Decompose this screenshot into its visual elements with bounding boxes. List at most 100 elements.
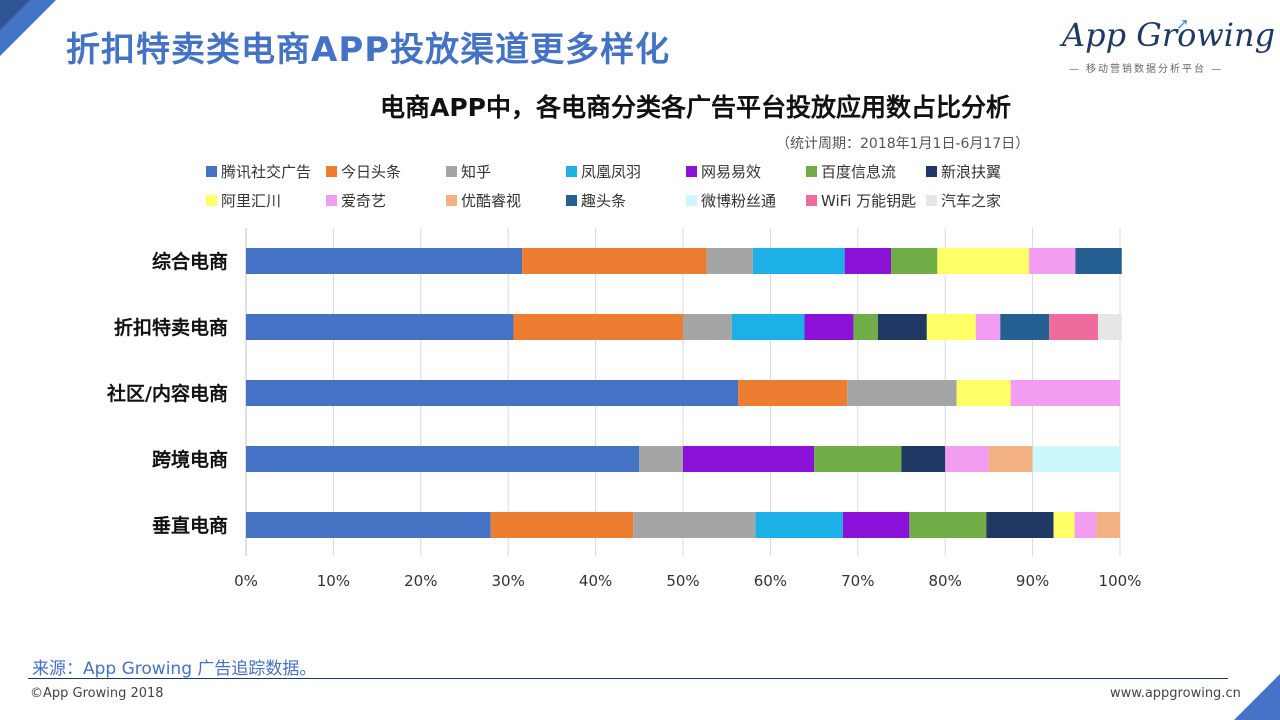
- bar-segment: [246, 314, 514, 340]
- legend-label: 阿里汇川: [221, 191, 282, 210]
- bar-segment: [683, 314, 732, 340]
- bar-segment: [1010, 380, 1120, 406]
- bar-segment: [909, 512, 987, 538]
- legend-label: 爱奇艺: [341, 191, 387, 210]
- logo-arrow-icon: ➚: [1176, 14, 1190, 33]
- legend-label: WiFi 万能钥匙: [821, 191, 917, 210]
- bar-segment: [1053, 512, 1075, 538]
- x-tick-label: 50%: [666, 572, 699, 590]
- bar-segment: [1098, 314, 1122, 340]
- bar-segment: [842, 512, 910, 538]
- corner-decoration-bottom: [1234, 674, 1280, 720]
- legend-swatch: [926, 165, 937, 177]
- legend-item: 阿里汇川: [206, 189, 281, 211]
- bar-segment: [1074, 512, 1097, 538]
- page-title: 折扣特卖类电商APP投放渠道更多样化: [66, 30, 671, 70]
- bar-segment: [1096, 512, 1120, 538]
- legend-swatch: [686, 194, 697, 206]
- x-tick-label: 80%: [929, 572, 962, 590]
- bar-segment: [522, 248, 707, 274]
- x-tick-label: 40%: [579, 572, 612, 590]
- legend-label: 百度信息流: [821, 162, 897, 181]
- bar-segment: [901, 446, 946, 472]
- bar-segment: [1032, 446, 1120, 472]
- bar-segment: [706, 248, 753, 274]
- legend-swatch: [566, 165, 577, 177]
- legend-swatch: [326, 194, 337, 206]
- bar-segment: [853, 314, 878, 340]
- x-tick-label: 10%: [317, 572, 350, 590]
- website-url: www.appgrowing.cn: [1110, 686, 1241, 701]
- bar-segment: [1029, 248, 1076, 274]
- bar-segment: [975, 314, 1001, 340]
- bar-segment: [956, 380, 1011, 406]
- bar-segment: [988, 446, 1033, 472]
- logo-main-text: App Growing: [1062, 16, 1276, 54]
- bar-segment: [986, 512, 1054, 538]
- bar-segment: [752, 248, 845, 274]
- legend-swatch: [806, 165, 817, 177]
- corner-decoration-inner: [0, 0, 30, 30]
- bar-segment: [639, 446, 683, 472]
- x-tick-label: 60%: [754, 572, 787, 590]
- bar-segment: [633, 512, 756, 538]
- legend-label: 腾讯社交广告: [221, 162, 312, 181]
- legend-swatch: [206, 194, 217, 206]
- bar-segment: [891, 248, 938, 274]
- legend-swatch: [806, 194, 817, 206]
- legend-swatch: [686, 165, 697, 177]
- bar-segment: [683, 446, 815, 472]
- legend-item: 汽车之家: [926, 189, 1001, 211]
- legend-item: 新浪扶翼: [926, 160, 1001, 182]
- legend-item: 凤凰凤羽: [566, 160, 641, 182]
- legend-swatch: [926, 194, 937, 206]
- legend-label: 汽车之家: [941, 191, 1002, 210]
- legend-item: 微博粉丝通: [686, 189, 776, 211]
- bar-segment: [246, 248, 523, 274]
- category-label: 综合电商: [152, 250, 228, 273]
- x-tick-label: 0%: [234, 572, 258, 590]
- category-label: 跨境电商: [152, 448, 228, 471]
- source-note: 来源：App Growing 广告追踪数据。: [32, 659, 317, 679]
- bar-segment: [513, 314, 683, 340]
- legend-item: WiFi 万能钥匙: [806, 189, 916, 211]
- bar-segment: [926, 314, 976, 340]
- legend-item: 趣头条: [566, 189, 626, 211]
- bar-segment: [738, 380, 848, 406]
- category-label: 折扣特卖电商: [114, 316, 228, 339]
- bar-segment: [755, 512, 843, 538]
- legend-label: 优酷睿视: [461, 191, 522, 210]
- bar-segment: [1000, 314, 1050, 340]
- bar-segment: [731, 314, 805, 340]
- x-tick-label: 30%: [492, 572, 525, 590]
- legend-item: 知乎: [446, 160, 491, 182]
- bar-segment: [814, 446, 902, 472]
- legend-swatch: [566, 194, 577, 206]
- legend-label: 凤凰凤羽: [581, 162, 642, 181]
- bar-segment: [1049, 314, 1099, 340]
- bar-segment: [937, 248, 1030, 274]
- bar-segment: [1075, 248, 1122, 274]
- x-tick-label: 70%: [841, 572, 874, 590]
- bar-segment: [844, 248, 892, 274]
- legend-item: 网易易效: [686, 160, 761, 182]
- bar-segment: [945, 446, 989, 472]
- bar-segment: [877, 314, 927, 340]
- legend-swatch: [206, 165, 217, 177]
- legend-swatch: [446, 194, 457, 206]
- x-tick-label: 100%: [1099, 572, 1142, 590]
- footer-divider: [28, 678, 1228, 679]
- copyright-text: ©App Growing 2018: [30, 686, 164, 701]
- legend-item: 今日头条: [326, 160, 401, 182]
- legend-swatch: [326, 165, 337, 177]
- legend-item: 百度信息流: [806, 160, 896, 182]
- legend-swatch: [446, 165, 457, 177]
- app-growing-logo: App Growing ➚ — 移动营销数据分析平台 —: [1058, 14, 1275, 76]
- legend-label: 新浪扶翼: [941, 162, 1002, 181]
- legend-item: 优酷睿视: [446, 189, 521, 211]
- bar-segment: [246, 380, 739, 406]
- legend-item: 腾讯社交广告: [206, 160, 311, 182]
- bar-segment: [246, 512, 491, 538]
- legend-label: 网易易效: [701, 162, 762, 181]
